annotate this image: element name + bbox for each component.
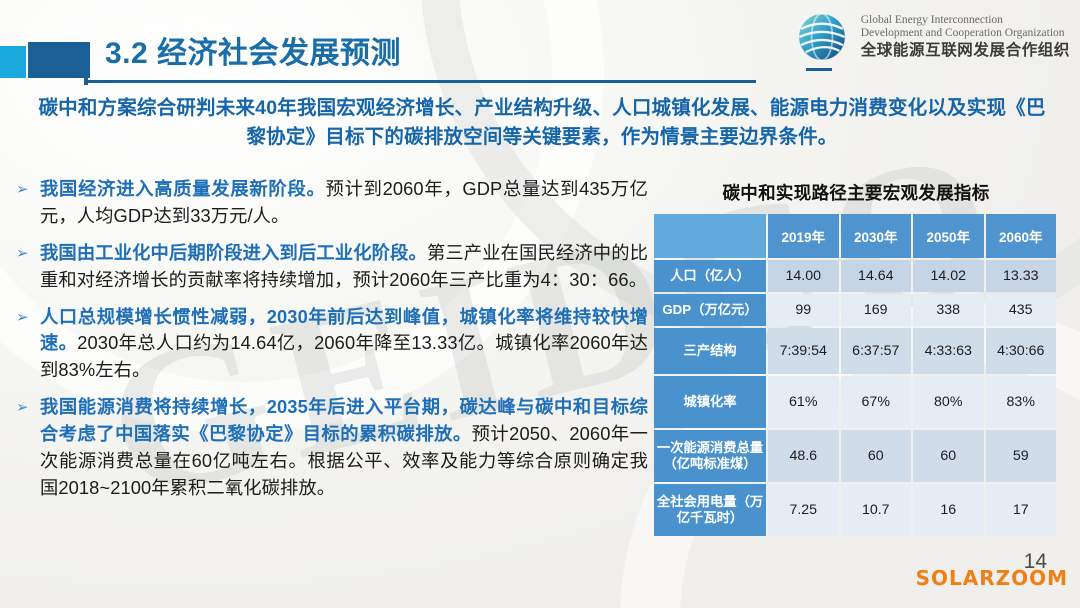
cell-value: 4:30:66: [985, 328, 1056, 374]
organization-logo: Global Energy Interconnection Developmen…: [793, 8, 1070, 66]
header-accent-square-blue: [28, 42, 90, 78]
list-item: ➢ 我国能源消费将持续增长，2035年后进入平台期，碳达峰与碳中和目标综合考虑了…: [16, 394, 648, 502]
cell-value: 61%: [768, 376, 839, 428]
cell-value: 14.02: [913, 260, 984, 292]
page-number: 14: [1023, 550, 1047, 573]
cell-value: 338: [913, 294, 984, 326]
cell-value: 16: [913, 484, 984, 536]
cell-value: 17: [985, 484, 1056, 536]
intro-summary: 碳中和方案综合研判未来40年我国宏观经济增长、产业结构升级、人口城镇化发展、能源…: [38, 97, 1046, 148]
cell-value: 4:33:63: [913, 328, 984, 374]
logo-cn-name: 全球能源互联网发展合作组织: [860, 42, 1070, 60]
cell-value: 59: [985, 430, 1056, 482]
header-rule: [88, 80, 756, 83]
cell-value: 80%: [913, 376, 984, 428]
column-header-2019: 2019年: [768, 214, 839, 258]
cell-value: 48.6: [768, 430, 839, 482]
table-row: 三产结构 7:39:54 6:37:57 4:33:63 4:30:66: [654, 328, 1056, 374]
table-row: 城镇化率 61% 67% 80% 83%: [654, 376, 1056, 428]
table-row: 人口（亿人） 14.00 14.64 14.02 13.33: [654, 260, 1056, 292]
list-item: ➢ 我国经济进入高质量发展新阶段。预计到2060年，GDP总量达到435万亿元，…: [16, 176, 648, 230]
logo-en-line1: Global Energy Interconnection: [860, 14, 1003, 27]
bullet-text: 我国经济进入高质量发展新阶段。预计到2060年，GDP总量达到435万亿元，人均…: [40, 176, 648, 230]
table-row: GDP（万亿元） 99 169 338 435: [654, 294, 1056, 326]
row-label: 全社会用电量（万亿千瓦时）: [654, 484, 766, 536]
cell-value: 14.00: [768, 260, 839, 292]
cell-value: 60: [840, 430, 911, 482]
cell-value: 14.64: [840, 260, 911, 292]
logo-accent-bar: [806, 68, 832, 71]
logo-text-block: Global Energy Interconnection Developmen…: [861, 14, 1070, 59]
macro-indicators-table: 2019年 2030年 2050年 2060年 人口（亿人） 14.00 14.…: [652, 212, 1058, 538]
list-item: ➢ 人口总规模增长惯性减弱，2030年前后达到峰值，城镇化率将维持较快增速。20…: [16, 304, 648, 385]
indicators-table-block: 碳中和实现路径主要宏观发展指标 2019年 2030年 2050年 2060年 …: [652, 180, 1060, 538]
bullet-text: 人口总规模增长惯性减弱，2030年前后达到峰值，城镇化率将维持较快增速。2030…: [40, 304, 648, 385]
bullet-list: ➢ 我国经济进入高质量发展新阶段。预计到2060年，GDP总量达到435万亿元，…: [16, 176, 648, 512]
table-row: 全社会用电量（万亿千瓦时） 7.25 10.7 16 17: [654, 484, 1056, 536]
cell-value: 10.7: [840, 484, 911, 536]
column-header-2050: 2050年: [913, 214, 984, 258]
cell-value: 6:37:57: [840, 328, 911, 374]
globe-icon: [797, 12, 846, 62]
cell-value: 435: [985, 294, 1056, 326]
bullet-arrow-icon: ➢: [16, 181, 29, 198]
bullet-arrow-icon: ➢: [16, 308, 29, 326]
header-rule-cap: [84, 72, 88, 85]
logo-en-line2: Development and Cooperation Organization: [860, 27, 1065, 40]
bullet-rest: 第三产业在国民经济中的比重和对经济增长的贡献率将持续增加，预计2060年三产比重…: [40, 241, 648, 290]
row-label: 城镇化率: [654, 376, 766, 428]
column-header-2060: 2060年: [985, 214, 1056, 258]
bullet-lead: 我国能源消费将持续增长，2035年后进入平台期，碳达峰与碳中和目标综合考虑了中国…: [40, 396, 648, 445]
column-header-2030: 2030年: [840, 214, 911, 258]
bullet-lead: 我国经济进入高质量发展新阶段。: [40, 178, 326, 199]
row-label: 人口（亿人）: [654, 260, 766, 292]
header-accent-square-cyan: [0, 46, 26, 78]
cell-value: 67%: [840, 376, 911, 428]
bullet-lead: 我国由工业化中后期阶段进入到后工业化阶段。: [40, 241, 427, 263]
cell-value: 169: [840, 294, 911, 326]
row-label: 三产结构: [654, 328, 766, 374]
table-row: 一次能源消费总量（亿吨标准煤） 48.6 60 60 59: [654, 430, 1056, 482]
table-title: 碳中和实现路径主要宏观发展指标: [722, 183, 990, 203]
row-label: GDP（万亿元）: [654, 294, 766, 326]
table-header-row: 2019年 2030年 2050年 2060年: [654, 214, 1056, 258]
cell-value: 7:39:54: [768, 328, 839, 374]
cell-value: 83%: [985, 376, 1056, 428]
bullet-rest: 预计2050、2060年一次能源消费总量在60亿吨左右。根据公平、效率及能力等综…: [40, 423, 648, 498]
bullet-text: 我国由工业化中后期阶段进入到后工业化阶段。第三产业在国民经济中的比重和对经济增长…: [40, 240, 648, 294]
bullet-arrow-icon: ➢: [16, 244, 29, 262]
bullet-lead: 人口总规模增长惯性减弱，2030年前后达到峰值，城镇化率将维持较快增速。: [40, 305, 648, 354]
bullet-rest: 预计到2060年，GDP总量达到435万亿元，人均GDP达到33万元/人。: [40, 178, 649, 226]
list-item: ➢ 我国由工业化中后期阶段进入到后工业化阶段。第三产业在国民经济中的比重和对经济…: [16, 240, 648, 294]
cell-value: 99: [768, 294, 839, 326]
page-title: 3.2 经济社会发展预测: [105, 37, 402, 70]
table-corner-cell: [654, 214, 766, 258]
cell-value: 60: [913, 430, 984, 482]
row-label: 一次能源消费总量（亿吨标准煤）: [654, 430, 766, 482]
cell-value: 7.25: [768, 484, 839, 536]
cell-value: 13.33: [985, 260, 1056, 292]
slide-header: 3.2 经济社会发展预测: [0, 0, 1080, 88]
bullet-arrow-icon: ➢: [16, 399, 29, 417]
bullet-text: 我国能源消费将持续增长，2035年后进入平台期，碳达峰与碳中和目标综合考虑了中国…: [40, 394, 648, 502]
brand-watermark: SOLARZOOM: [915, 566, 1068, 590]
bullet-rest: 2030年总人口约为14.64亿，2060年降至13.33亿。城镇化率2060年…: [40, 332, 648, 381]
